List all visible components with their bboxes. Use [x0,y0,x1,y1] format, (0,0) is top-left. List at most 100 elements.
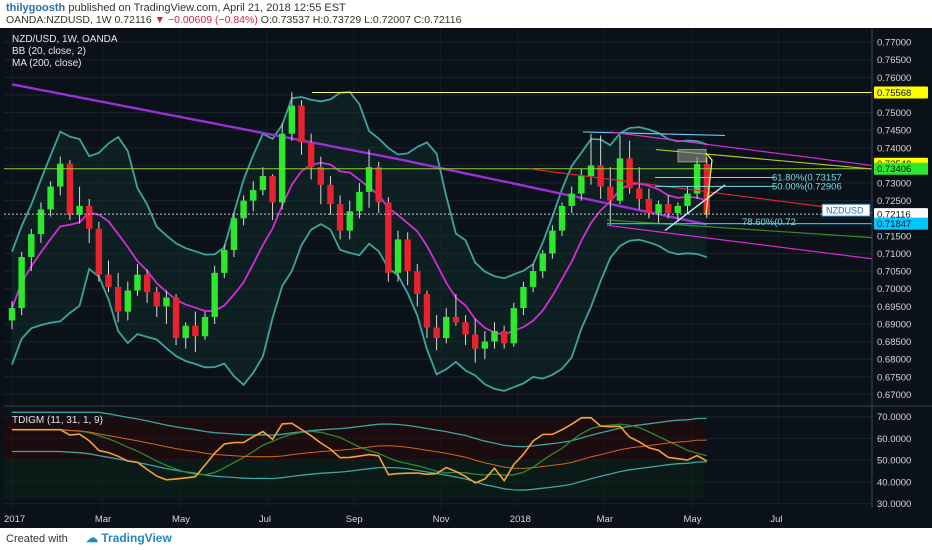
candle [520,281,527,316]
candle-body [327,184,334,205]
candle-body [356,191,363,212]
osc-tick: 40.0000 [877,477,911,488]
candle-body [578,175,585,194]
price-label-box [874,162,928,175]
price-tick: 0.68000 [877,355,911,366]
candle-body [385,202,392,273]
candle-body [404,239,411,272]
candle-body [452,316,460,323]
oscillator-panel: 70.0000 60.0000 50.0000 40.0000 30.0000 [4,411,911,510]
price-chart[interactable]: 61.80%(0.7315750.00%(0.7290678.60%(0.72 … [0,0,932,528]
osc-signal-line [12,423,707,476]
candle-body [124,290,131,312]
candle [510,302,517,347]
candle-body [433,327,440,339]
candle-body [587,165,595,176]
candle [491,322,498,349]
candle [684,186,691,213]
price-tick: 0.71500 [877,231,911,242]
candle-body [114,286,122,312]
time-tick: Mar [597,514,613,525]
candle-body [192,325,199,337]
price-tick: 0.73000 [877,179,911,190]
candle [443,308,450,344]
tradingview-brand: TradingView [101,531,172,545]
candle-body [375,167,382,203]
candle-body [568,193,575,206]
price-tick: 0.69500 [877,302,911,313]
candle-body [414,271,421,295]
candle-body [520,286,527,309]
candle [201,311,209,340]
price-tick: 0.71000 [877,249,911,260]
candle-body [288,105,296,134]
candle-body [163,297,170,307]
price-label-box [874,217,928,230]
ohlc-values: O:0.73537 H:0.73729 L:0.72007 C:0.72116 [260,14,462,26]
candle [47,181,54,217]
candle [66,160,74,221]
osc-tick: 50.0000 [877,456,911,467]
candle [307,133,315,180]
candle-body [491,331,498,342]
candle [500,325,508,349]
time-tick: 2018 [510,514,531,525]
candle-body [28,234,35,258]
price-tick: 0.69000 [877,319,911,330]
candle [433,315,440,351]
fib-trend-line [664,184,726,232]
candle [279,123,286,210]
symbol-line: OANDA:NZDUSD, 1W [6,14,112,26]
candle-body [298,105,305,143]
candle-body [279,133,286,203]
candle [240,195,247,226]
candle [143,269,151,303]
fib-label: 61.80%(0.73157 [772,172,842,183]
candle [8,301,16,330]
price-change: −0.00609 (−0.84%) [167,14,258,26]
candle [674,202,682,222]
osc-upper-zone [4,416,704,461]
candle-body [645,198,653,213]
time-tick: Sep [346,514,363,525]
legend-tdigm: TDIGM (11, 31, 1, 9) [12,415,103,426]
candle-body [172,297,180,339]
tradingview-logo[interactable]: ☁ TradingView [86,531,172,545]
price-tick: 0.70500 [877,267,911,278]
price-tick: 0.77000 [877,38,911,49]
candle-body [105,274,112,287]
candle [365,149,373,208]
candle-body [211,272,218,317]
candle [163,290,170,324]
candle-body [8,308,16,321]
candle [269,174,276,221]
osc-band-upper [12,411,707,448]
time-tick: Nov [433,514,450,525]
candle-body [221,249,228,273]
ma200-line [11,83,708,226]
candle [298,100,305,155]
candle-body [481,341,489,349]
time-tick: Mar [95,514,111,525]
candle [134,264,141,296]
candle-body [510,308,517,344]
publish-header: thilygoosth published on TradingView.com… [6,2,346,14]
candle [259,167,267,196]
time-axis: 2017 Mar May Jul Sep Nov 2018 Mar May Jul [4,514,783,525]
time-tick: May [172,514,190,525]
price-tick: 0.76500 [877,55,911,66]
candle-body [558,205,566,231]
author-link[interactable]: thilygoosth [6,2,66,14]
fib-label: 50.00%(0.72906 [772,181,842,192]
candle-body [153,292,160,307]
candle [114,272,122,323]
candle-body [143,274,151,293]
candle-body [655,204,662,213]
target-box [677,149,707,163]
last-price: 0.72116 [114,14,152,26]
projection-path [705,152,713,215]
time-tick: May [684,514,702,525]
candle [616,135,624,205]
price-label-text: 0.75568 [877,88,911,99]
